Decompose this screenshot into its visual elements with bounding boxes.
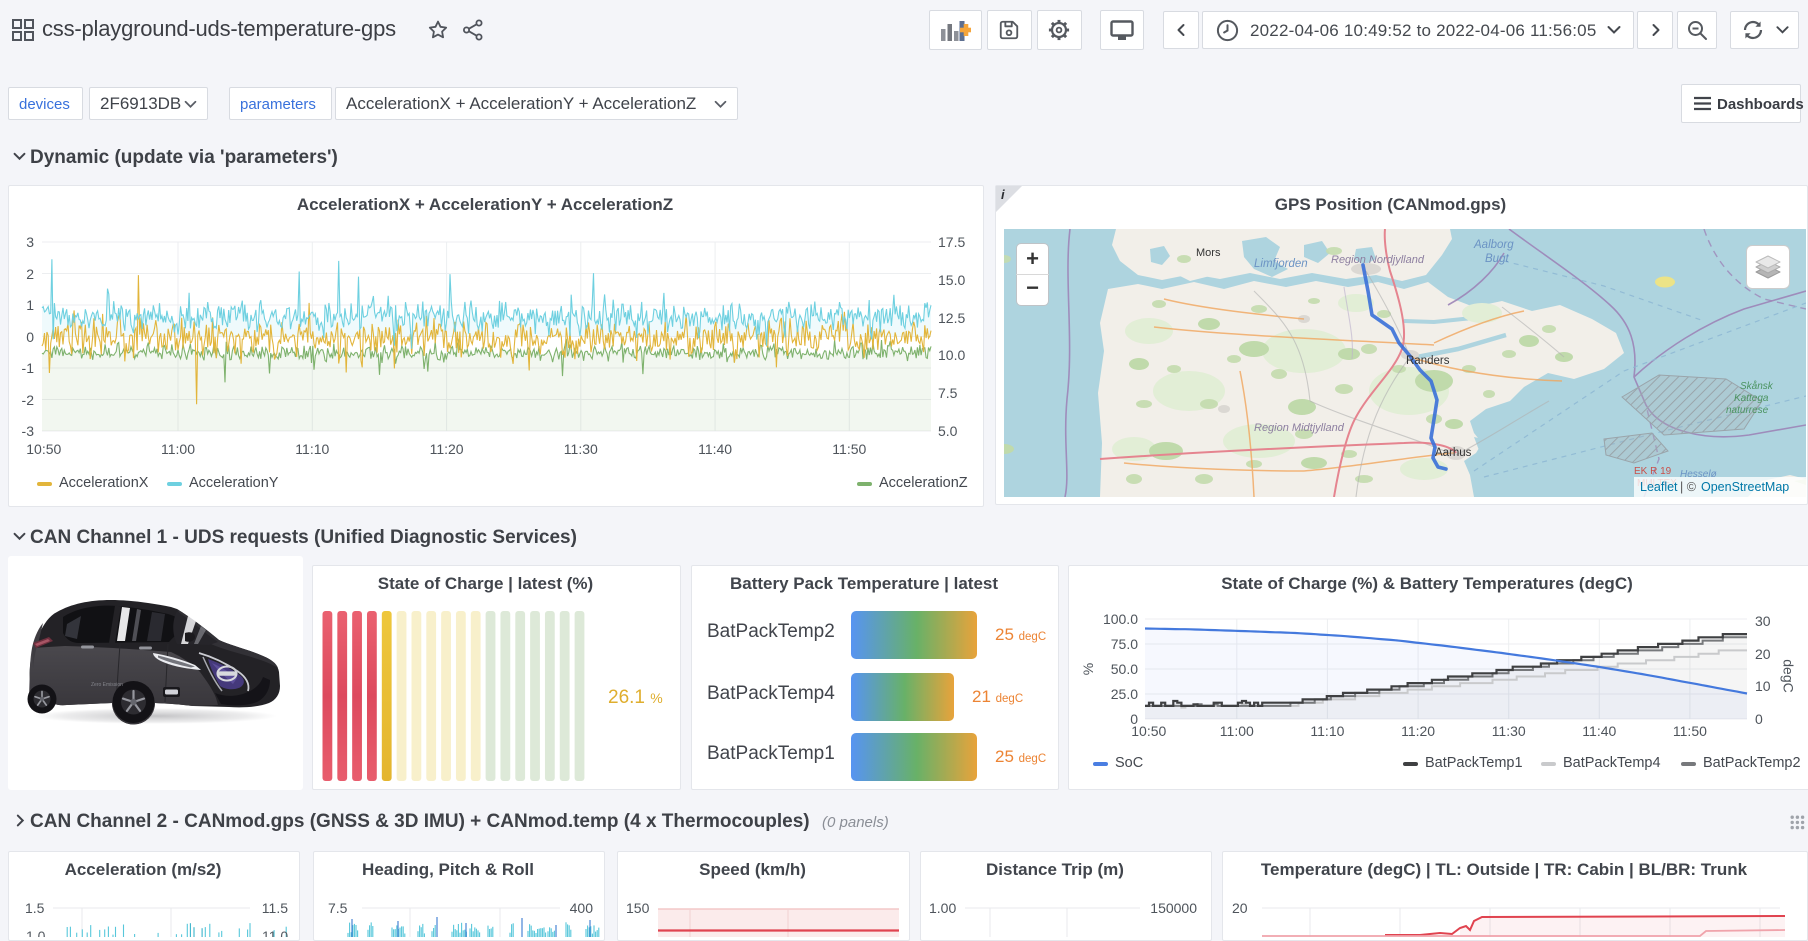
svg-text:naturrese: naturrese [1726, 405, 1769, 416]
svg-text:Leaflet: Leaflet [1640, 480, 1678, 494]
svg-text:Hesselø: Hesselø [1680, 469, 1717, 480]
svg-text:Aarhus: Aarhus [1435, 447, 1472, 459]
svg-text:Limfjorden: Limfjorden [1254, 258, 1308, 270]
svg-text:Mors: Mors [1196, 247, 1221, 259]
svg-text:Region Midtjylland: Region Midtjylland [1254, 422, 1345, 434]
svg-text:Kattega: Kattega [1734, 393, 1769, 404]
svg-text:Skånsk: Skånsk [1740, 380, 1774, 392]
svg-text:Bugt: Bugt [1485, 253, 1509, 265]
svg-text:EK R 19: EK R 19 [1634, 466, 1672, 477]
svg-text:OpenStreetMap: OpenStreetMap [1701, 480, 1789, 494]
svg-text:Randers: Randers [1406, 355, 1450, 367]
svg-text:Aalborg: Aalborg [1473, 239, 1514, 251]
svg-text:| ©: | © [1680, 480, 1697, 494]
svg-text:Zero Emission: Zero Emission [91, 682, 123, 688]
svg-text:Region Nordjylland: Region Nordjylland [1331, 254, 1425, 266]
